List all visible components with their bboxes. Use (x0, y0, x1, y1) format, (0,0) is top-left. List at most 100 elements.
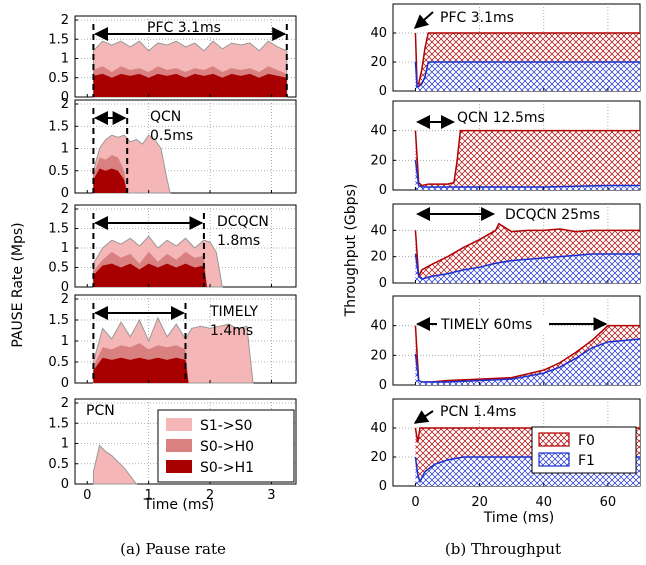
area-S0-to-H1 (93, 357, 189, 383)
annotation-label: PFC 3.1ms (147, 20, 221, 36)
xtick-label: 2 (206, 488, 214, 503)
right-xlabel: Time (ms) (483, 510, 555, 526)
annotation-label: PCN (86, 403, 115, 419)
label-backdrop (437, 315, 549, 333)
tput-panel-timely: 0 20 40 (370, 295, 641, 393)
xtick-label: 3 (267, 488, 275, 503)
annotation-name: DCQCN (217, 214, 269, 230)
caption-a: (a) Pause rate (120, 540, 226, 558)
ytick-label: 0 (61, 280, 69, 295)
annotation-pfc: PFC 3.1ms (413, 10, 514, 29)
area-F1 (415, 254, 640, 283)
ytick-label: 1.5 (48, 313, 69, 328)
annotation-dcqcn: DCQCN 25ms (416, 207, 600, 223)
ytick-label: 0 (61, 376, 69, 391)
tput-panel-pfc: 0 20 40 (370, 3, 641, 99)
throughput-panels: 0 20 40 0 20 40 0 20 40 0 20 40 0 20 40 PFC 3.1ms QCN 12… (370, 3, 641, 510)
ytick-label: 0 (61, 477, 69, 492)
ytick-label: 1 (61, 241, 69, 256)
area-F1 (415, 160, 640, 190)
ytick-label: 2 (61, 396, 69, 411)
pause-panel-pfc: 0 0.5 1 1.5 2 PFC 3.1ms (48, 13, 297, 105)
area-S0-to-H1 (93, 73, 287, 97)
ytick-label: 0 (379, 84, 387, 99)
ytick-label: 0.5 (48, 261, 69, 276)
left-xlabel: Time (ms) (143, 497, 215, 513)
ytick-label: 2 (61, 292, 69, 307)
ytick-label: 1.5 (48, 222, 69, 237)
caption-b: (b) Throughput (445, 540, 561, 558)
ytick-label: 2 (61, 202, 69, 217)
ytick-label: 0 (379, 276, 387, 291)
ytick-label: 0.5 (48, 355, 69, 370)
annotation-duration: 0.5ms (150, 128, 193, 144)
annotation-duration: 1.4ms (210, 323, 253, 339)
pointer-arrow (413, 410, 434, 424)
right-ylabel: Throughput (Gbps) (343, 184, 359, 318)
pause-legend: S1->S0 S0->H0 S0->H1 (157, 409, 295, 483)
line-F1 (414, 338, 641, 383)
legend-swatch (166, 418, 192, 431)
pause-panel-qcn: 0 0.5 1 1.5 2 QCN 0.5ms (48, 97, 297, 201)
ytick-label: 2 (61, 97, 69, 112)
line-F0 (414, 427, 640, 443)
ytick-label: 0 (379, 479, 387, 494)
legend-label: S0->H0 (200, 439, 254, 455)
line-F0 (414, 222, 640, 280)
line-F1 (414, 456, 640, 484)
ytick-label: 40 (370, 223, 387, 238)
annotation-name: QCN (150, 109, 181, 125)
legend-swatch (538, 452, 570, 467)
annotation-label: PCN 1.4ms (440, 404, 516, 420)
xtick-label: 20 (471, 495, 488, 510)
ytick-label: 20 (370, 55, 387, 70)
area-S0-to-H1 (93, 263, 207, 287)
xtick-label: 60 (600, 495, 617, 510)
area-S1-to-S0 (92, 444, 138, 485)
legend-label: S1->S0 (200, 418, 252, 434)
ytick-label: 1 (61, 52, 69, 67)
annotation-pcn: PCN 1.4ms (413, 404, 516, 424)
legend-swatch (538, 432, 570, 447)
ytick-label: 0 (379, 378, 387, 393)
annotation-qcn: QCN 12.5ms (416, 110, 545, 129)
ytick-label: 40 (370, 421, 387, 436)
ytick-label: 20 (370, 348, 387, 363)
pause-panel-dcqcn: 0 0.5 1 1.5 2 DCQCN 1.8ms (48, 202, 297, 295)
xtick-label: 0 (83, 488, 91, 503)
annotation-name: TIMELY (209, 304, 259, 320)
ytick-label: 0.5 (48, 71, 69, 86)
annotation-label: PFC 3.1ms (440, 10, 514, 26)
annotation-label: QCN 12.5ms (457, 110, 545, 126)
ytick-label: 20 (370, 153, 387, 168)
ytick-label: 1.5 (48, 32, 69, 47)
pause-panel-timely: 0 0.5 1 1.5 2 TIMELY 1.4ms (48, 292, 297, 391)
xtick-label: 40 (535, 495, 552, 510)
ytick-label: 1.5 (48, 119, 69, 134)
annotation-label: DCQCN 25ms (505, 207, 600, 223)
xtick-label: 0 (411, 495, 419, 510)
legend-label: F0 (578, 433, 595, 449)
ytick-label: 1.5 (48, 416, 69, 431)
area-F0 (415, 130, 640, 190)
area-F1 (415, 339, 640, 385)
ytick-label: 2 (61, 13, 69, 28)
pause-rate-panels: 0 0.5 1 1.5 2 PFC 3.1ms 0 0.5 1 1.5 2 QCN 0.5ms 0 0.5 1… (48, 13, 297, 503)
area-S0-to-H1 (93, 168, 128, 193)
line-F1 (414, 160, 640, 188)
ytick-label: 40 (370, 26, 387, 41)
ytick-label: 1 (61, 142, 69, 157)
ytick-label: 0.5 (48, 457, 69, 472)
line-F1 (414, 61, 640, 88)
ytick-label: 20 (370, 250, 387, 265)
ytick-label: 20 (370, 450, 387, 465)
left-ylabel: PAUSE Rate (Mps) (10, 222, 26, 347)
legend-swatch (166, 439, 192, 452)
ytick-label: 1 (61, 334, 69, 349)
annotation-duration: 1.8ms (217, 233, 260, 249)
ytick-label: 0.5 (48, 164, 69, 179)
ytick-label: 1 (61, 437, 69, 452)
ytick-label: 0 (61, 90, 69, 105)
